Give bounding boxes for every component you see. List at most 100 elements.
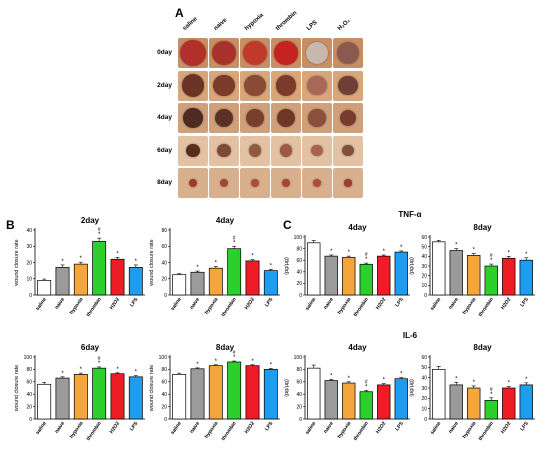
wound-photo bbox=[178, 38, 208, 68]
significance-star: * bbox=[490, 258, 493, 264]
significance-star: * bbox=[116, 367, 119, 373]
x-tick-label: hypoxia bbox=[69, 297, 85, 316]
significance-star: * bbox=[508, 250, 511, 256]
wound-photo bbox=[240, 168, 270, 198]
significance-hash: # bbox=[233, 350, 236, 356]
bar bbox=[449, 250, 463, 296]
panel-a-letter: A bbox=[175, 6, 184, 20]
bar bbox=[128, 376, 143, 420]
bar bbox=[307, 242, 321, 296]
y-tick-label: 60 bbox=[421, 355, 427, 361]
x-tick-label: hypoxia bbox=[69, 421, 85, 440]
significance-star: * bbox=[473, 380, 476, 386]
x-tick-label: thrombin bbox=[353, 297, 370, 318]
bar bbox=[449, 384, 463, 420]
x-tick-label: saline bbox=[304, 421, 317, 436]
x-tick-label: naive bbox=[323, 421, 335, 435]
y-tick-label: 20 bbox=[296, 404, 302, 410]
significance-star: * bbox=[80, 256, 83, 262]
x-tick-label: saline bbox=[429, 297, 442, 312]
x-tick-label: LPS bbox=[129, 296, 140, 308]
wound-photo bbox=[209, 168, 239, 198]
y-tick-label: 30 bbox=[421, 264, 427, 270]
significance-hash: # bbox=[365, 379, 368, 385]
bar bbox=[342, 382, 356, 420]
bar bbox=[73, 263, 88, 296]
wound-photo bbox=[271, 103, 301, 133]
significance-star: * bbox=[98, 232, 101, 238]
bar bbox=[359, 263, 373, 296]
significance-star: * bbox=[455, 376, 458, 382]
bar bbox=[55, 267, 70, 296]
wound-photo bbox=[302, 38, 332, 68]
y-tick-label: 30 bbox=[421, 386, 427, 392]
y-tick-label: 100 bbox=[159, 355, 168, 361]
bar bbox=[92, 241, 107, 296]
bar bbox=[324, 380, 338, 420]
significance-star: * bbox=[251, 254, 254, 260]
bar bbox=[324, 255, 338, 296]
y-tick-label: 60 bbox=[161, 244, 167, 250]
chart-title: 8day bbox=[473, 223, 492, 232]
significance-star: * bbox=[473, 247, 476, 253]
bar bbox=[172, 274, 187, 296]
significance-star: * bbox=[508, 380, 511, 386]
panel-c-letter: C bbox=[283, 218, 292, 232]
x-tick-label: hypoxia bbox=[337, 421, 353, 440]
significance-star: * bbox=[365, 384, 368, 390]
photo-row-label: 4day bbox=[157, 114, 172, 121]
y-tick-label: 20 bbox=[26, 260, 32, 266]
y-tick-label: 60 bbox=[296, 380, 302, 386]
y-tick-label: 40 bbox=[161, 392, 167, 398]
wound-photo bbox=[302, 168, 332, 198]
wound-photo bbox=[209, 135, 239, 166]
bar bbox=[432, 241, 446, 296]
bar bbox=[92, 367, 107, 420]
bar bbox=[37, 383, 52, 420]
photo-row-label: 6day bbox=[157, 146, 172, 154]
significance-star: * bbox=[251, 359, 254, 365]
y-axis-label: (pg/μg) bbox=[409, 257, 415, 275]
significance-star: * bbox=[383, 378, 386, 384]
wound-spot bbox=[342, 144, 354, 157]
x-tick-label: saline bbox=[304, 297, 317, 312]
wound-spot bbox=[339, 109, 357, 127]
y-tick-label: 80 bbox=[26, 367, 32, 373]
significance-star: * bbox=[270, 362, 273, 368]
chart-title: 4day bbox=[348, 223, 367, 232]
wound-photo bbox=[333, 135, 363, 166]
significance-star: * bbox=[61, 371, 64, 377]
y-tick-label: 30 bbox=[26, 244, 32, 250]
wound-spot bbox=[251, 179, 259, 187]
bar bbox=[263, 369, 278, 420]
wound-spot bbox=[213, 74, 235, 97]
y-tick-label: 40 bbox=[296, 270, 302, 276]
wound-photo bbox=[178, 103, 208, 133]
wound-spot bbox=[313, 179, 321, 187]
x-tick-label: H2O2 bbox=[109, 421, 122, 435]
wound-spot bbox=[217, 143, 231, 158]
bar bbox=[377, 384, 391, 420]
y-tick-label: 20 bbox=[26, 404, 32, 410]
wound-spot bbox=[186, 143, 200, 158]
chart-title: 8day bbox=[216, 343, 235, 352]
y-axis-label: wound closure rate bbox=[14, 239, 20, 286]
wound-photo bbox=[302, 103, 332, 133]
x-tick-label: thrombin bbox=[220, 421, 237, 442]
bar bbox=[73, 374, 88, 420]
significance-star: * bbox=[61, 259, 64, 265]
significance-star: * bbox=[196, 362, 199, 368]
wound-photo bbox=[209, 38, 239, 68]
wound-spot bbox=[211, 40, 237, 66]
photo-row-label: 8day bbox=[157, 179, 172, 186]
significance-hash: # bbox=[490, 387, 493, 393]
photo-row-label: 2day bbox=[157, 81, 172, 89]
wound-photo-grid: saline naive hypoxia thrombin LPS H₂O₂ 0day 2da… bbox=[0, 0, 550, 200]
significance-hash: # bbox=[490, 253, 493, 259]
y-axis-label: (pg/μg) bbox=[409, 379, 415, 397]
x-tick-label: H2O2 bbox=[375, 297, 388, 311]
bar bbox=[245, 260, 260, 296]
x-tick-label: LPS bbox=[394, 420, 405, 432]
significance-star: * bbox=[215, 261, 218, 267]
